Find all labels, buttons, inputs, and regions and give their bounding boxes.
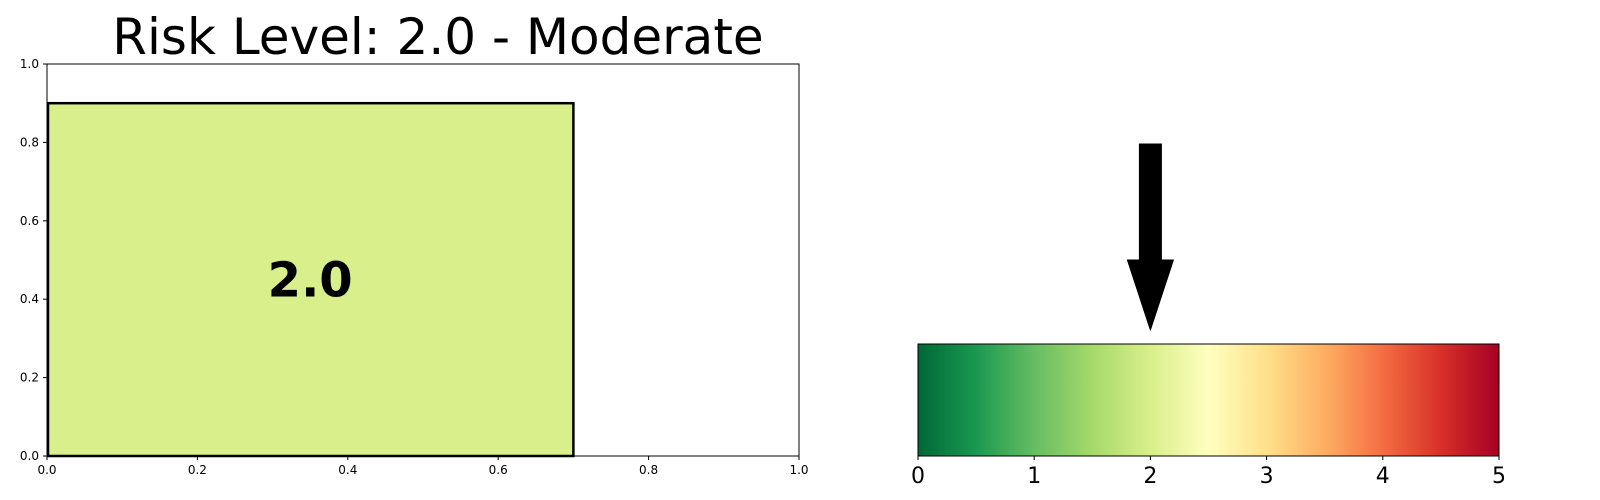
y-tick-label: 0.2 xyxy=(20,371,39,385)
pointer-arrow xyxy=(1126,143,1174,331)
left-axes: 2.0 0.0 0.2 0.4 0.6 0.8 1.0 0.0 0.2 0.4 0.6 0.8 1.0 xyxy=(20,57,809,477)
risk-gauge: 0 1 2 3 4 5 xyxy=(911,143,1506,489)
x-tick-label: 1.0 xyxy=(789,463,808,477)
gauge-tick-label: 4 xyxy=(1376,464,1390,489)
risk-bar xyxy=(46,101,575,458)
y-tick-label: 0.0 xyxy=(20,449,39,463)
gauge-tick-label: 0 xyxy=(911,464,925,489)
x-tick-label: 0.2 xyxy=(188,463,207,477)
y-tick-label: 1.0 xyxy=(20,57,39,71)
x-tick-label: 0.4 xyxy=(338,463,357,477)
x-tick-label: 0.6 xyxy=(489,463,508,477)
risk-bar-chart: Risk Level: 2.0 - Moderate 2.0 0.0 0.2 0.4… xyxy=(20,8,809,477)
chart-title: Risk Level: 2.0 - Moderate xyxy=(112,8,763,66)
bar-value-label: 2.0 xyxy=(268,253,353,309)
x-tick-label: 0.8 xyxy=(639,463,658,477)
colorbar xyxy=(917,343,1500,457)
x-tick-label: 0.0 xyxy=(37,463,56,477)
y-tick-label: 0.8 xyxy=(20,135,39,149)
gauge-tick-label: 5 xyxy=(1492,464,1506,489)
gauge-tick-label: 1 xyxy=(1027,464,1041,489)
gauge-tick-label: 2 xyxy=(1143,464,1157,489)
y-tick-label: 0.6 xyxy=(20,214,39,228)
gauge-tick-label: 3 xyxy=(1260,464,1274,489)
axes-frame xyxy=(46,63,800,457)
y-tick-label: 0.4 xyxy=(20,292,39,306)
